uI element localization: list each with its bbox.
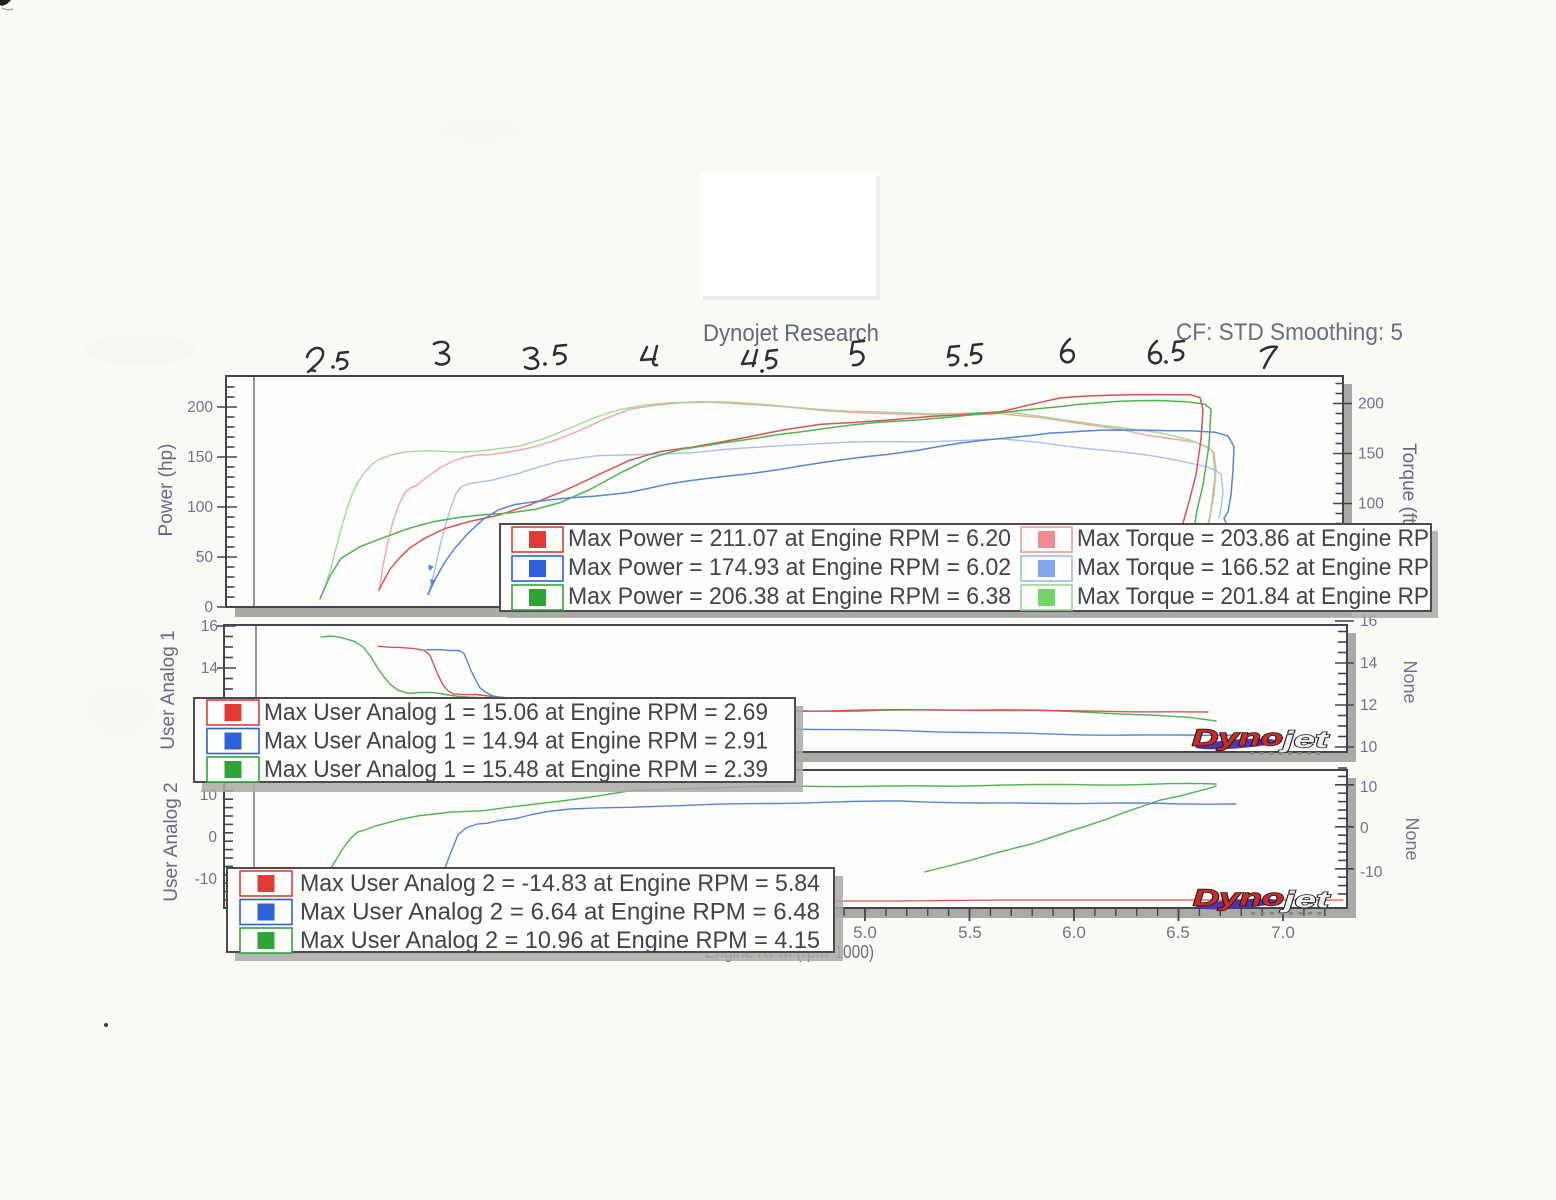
svg-text:50: 50	[196, 549, 214, 566]
svg-text:Max Torque = 203.86 at Engine: Max Torque = 203.86 at Engine RP	[1077, 525, 1429, 552]
svg-text:Max User Analog 1 = 14.94 at E: Max User Analog 1 = 14.94 at Engine RPM …	[264, 728, 768, 755]
svg-text:5.0: 5.0	[853, 923, 877, 942]
svg-text:jet: jet	[1279, 887, 1331, 913]
svg-text:150: 150	[1358, 446, 1384, 463]
svg-text:-10: -10	[195, 871, 218, 888]
svg-text:None: None	[1402, 817, 1422, 860]
svg-text:100: 100	[187, 499, 213, 516]
svg-text:7.0: 7.0	[1271, 923, 1295, 942]
svg-text:0: 0	[204, 599, 213, 616]
svg-text:-10: -10	[1360, 864, 1383, 881]
svg-text:12: 12	[1360, 697, 1377, 714]
svg-text:Dynojet Research: Dynojet Research	[703, 320, 879, 347]
svg-text:14: 14	[201, 660, 219, 677]
svg-text:User Analog 1: User Analog 1	[158, 630, 179, 749]
svg-text:Max Torque = 201.84 at Engine: Max Torque = 201.84 at Engine RP	[1077, 583, 1429, 610]
svg-text:10: 10	[1360, 779, 1378, 796]
svg-text:16: 16	[201, 618, 218, 635]
svg-text:6.5: 6.5	[1166, 923, 1190, 942]
svg-text:Max Power = 206.38 at Engine R: Max Power = 206.38 at Engine RPM = 6.38	[568, 583, 1011, 610]
svg-text:Power (hp): Power (hp)	[156, 444, 177, 537]
svg-text:Max Torque = 166.52 at Engine: Max Torque = 166.52 at Engine RP	[1077, 554, 1429, 581]
svg-text:0: 0	[1360, 820, 1369, 837]
svg-text:Dyno: Dyno	[1193, 885, 1284, 911]
svg-text:Max User Analog 1 = 15.06 at E: Max User Analog 1 = 15.06 at Engine RPM …	[264, 699, 768, 726]
svg-text:14: 14	[1360, 655, 1378, 672]
svg-text:CF: STD Smoothing: 5: CF: STD Smoothing: 5	[1176, 319, 1403, 346]
svg-text:None: None	[1400, 660, 1420, 703]
svg-text:0: 0	[208, 829, 217, 846]
svg-text:Max User Analog 2 = 10.96 at E: Max User Analog 2 = 10.96 at Engine RPM …	[300, 927, 820, 954]
svg-text:200: 200	[1358, 396, 1384, 413]
svg-text:10: 10	[1360, 739, 1378, 756]
svg-text:Max Power = 174.93 at Engine R: Max Power = 174.93 at Engine RPM = 6.02	[568, 554, 1011, 581]
svg-text:150: 150	[187, 449, 213, 466]
svg-text:Dyno: Dyno	[1192, 725, 1283, 751]
svg-text:Max User Analog 2 = -14.83 at: Max User Analog 2 = -14.83 at Engine RPM…	[300, 870, 820, 897]
svg-text:200: 200	[187, 399, 213, 416]
svg-text:Max Power = 211.07 at Engine R: Max Power = 211.07 at Engine RPM = 6.20	[568, 525, 1011, 552]
svg-text:6.0: 6.0	[1062, 923, 1086, 942]
svg-text:5.5: 5.5	[958, 923, 982, 942]
svg-text:Max User Analog 2 = 6.64 at En: Max User Analog 2 = 6.64 at Engine RPM =…	[300, 899, 820, 926]
svg-text:100: 100	[1358, 496, 1384, 513]
svg-text:jet: jet	[1278, 727, 1330, 753]
svg-text:Max User Analog 1 = 15.48 at E: Max User Analog 1 = 15.48 at Engine RPM …	[264, 756, 768, 783]
svg-text:User Analog 2: User Analog 2	[161, 782, 182, 901]
